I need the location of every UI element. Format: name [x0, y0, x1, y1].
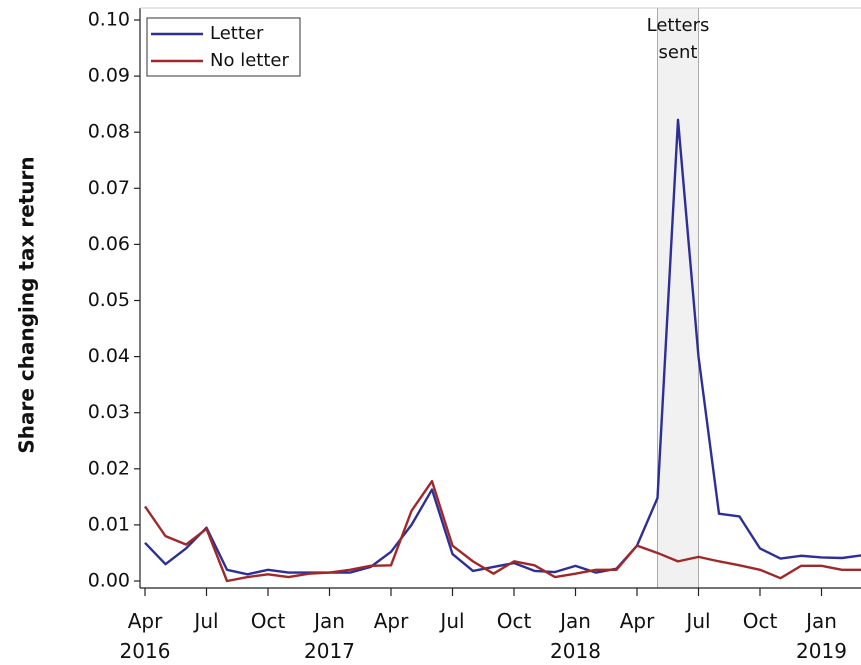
series-line [144, 118, 861, 576]
y-tick-label: 0.03 [88, 401, 130, 423]
x-tick-label: Apr 2016 [120, 609, 171, 663]
legend-label: No letter [210, 50, 289, 71]
y-tick-label: 0.06 [88, 233, 130, 255]
x-tick-label: Jan 2018 [550, 609, 601, 663]
x-tick-label: Oct [497, 609, 532, 633]
x-tick-label: Jan 2019 [796, 609, 847, 663]
y-tick-label: 0.08 [88, 121, 130, 143]
y-tick-label: 0.09 [88, 65, 130, 87]
annotation: Letters sent [647, 15, 710, 63]
legend-box [146, 17, 301, 77]
y-tick-label: 0.01 [88, 513, 130, 535]
x-tick-label: Apr [374, 609, 409, 633]
y-tick-label: 0.04 [88, 345, 130, 367]
shaded-period [657, 7, 699, 589]
y-tick-label: 0.10 [88, 9, 130, 31]
x-tick-label: Jul [684, 609, 710, 633]
x-tick-label: Jan 2017 [304, 609, 355, 663]
y-axis-label: Share changing tax return [15, 156, 39, 453]
y-tick-label: 0.05 [88, 289, 130, 311]
x-tick-label: Apr [620, 609, 655, 633]
legend: Letter No letter [146, 17, 301, 77]
x-tick-label: Jul [192, 609, 218, 633]
x-tick-label: Oct [251, 609, 286, 633]
legend-label: Letter [210, 23, 264, 44]
y-tick-label: 0.02 [88, 457, 130, 479]
y-tick-label: 0.07 [88, 177, 130, 199]
x-tick-label: Oct [743, 609, 778, 633]
series-line [144, 479, 861, 583]
y-tick-label: 0.00 [88, 570, 130, 592]
x-tick-label: Jul [438, 609, 464, 633]
